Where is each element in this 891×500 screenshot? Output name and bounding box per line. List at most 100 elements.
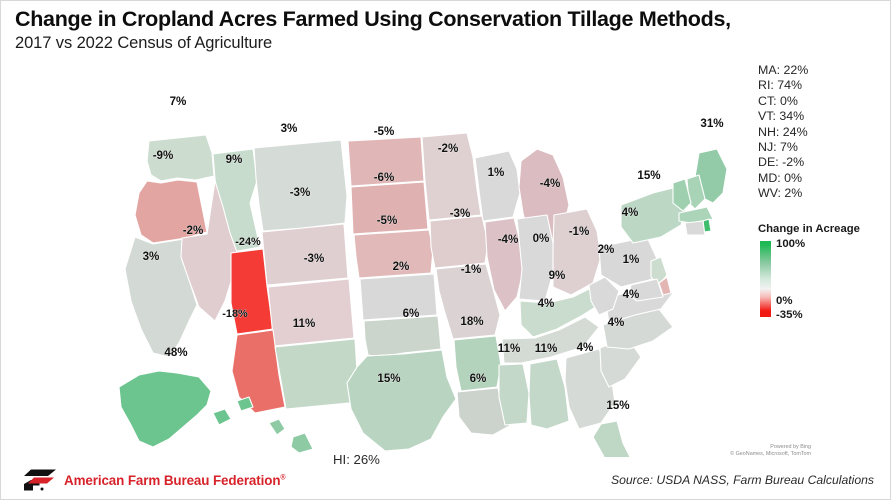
state-in[interactable] (516, 214, 554, 302)
state-label-id: 9% (226, 153, 243, 166)
state-label-ca: 3% (143, 250, 160, 263)
small-state-row: DE: -2% (758, 155, 805, 170)
state-ks[interactable] (359, 273, 438, 321)
legend: Change in Acreage 100% 0% -35% (758, 223, 888, 325)
state-label-fl: 15% (606, 399, 629, 412)
state-label-va: 1% (623, 253, 640, 266)
state-tx[interactable] (346, 349, 457, 452)
state-label-ar: 18% (460, 315, 483, 328)
state-tn[interactable] (501, 316, 600, 364)
state-label-la: 6% (470, 372, 487, 385)
state-az[interactable] (231, 329, 286, 414)
state-ar[interactable] (453, 335, 502, 392)
legend-gradient-bar (760, 241, 771, 317)
map-attribution: Powered by Bing © GeoNames, Microsoft, T… (691, 444, 811, 458)
state-label-pa: 4% (622, 206, 639, 219)
state-label-nc: 4% (623, 288, 640, 301)
afbf-logo-text: American Farm Bureau Federation® (64, 472, 286, 488)
state-label-co: -3% (304, 252, 325, 265)
state-label-me: 31% (700, 117, 723, 130)
state-ky[interactable] (519, 284, 606, 338)
state-label-il: -4% (498, 233, 519, 246)
attribution-line-1: Powered by Bing (770, 444, 811, 450)
state-label-az: -18% (222, 308, 248, 320)
small-state-row: CT: 0% (758, 93, 798, 108)
state-label-wa: 7% (170, 95, 187, 108)
small-state-row: WV: 2% (758, 186, 803, 201)
state-label-in: 0% (533, 232, 550, 245)
small-state-row: MD: 0% (758, 170, 803, 185)
state-label-mi: -4% (540, 177, 561, 190)
state-ct[interactable] (684, 220, 706, 236)
registered-mark: ® (280, 474, 286, 482)
state-wa[interactable] (146, 134, 215, 182)
state-label-ny: 15% (637, 169, 660, 182)
state-il[interactable] (484, 217, 524, 312)
state-label-oh: -1% (569, 225, 590, 238)
state-label-tn: 4% (538, 297, 555, 310)
state-label-al: 11% (535, 342, 558, 355)
farm-bureau-logo-icon (24, 469, 56, 491)
state-wi[interactable] (474, 150, 521, 222)
afbf-logo: American Farm Bureau Federation® (23, 469, 286, 491)
state-label-ks: 2% (393, 260, 410, 273)
small-state-row: NH: 24% (758, 124, 808, 139)
legend-tick-low: -35% (776, 309, 803, 321)
page-subtitle: 2017 vs 2022 Census of Agriculture (15, 34, 273, 53)
small-state-row: VT: 34% (758, 109, 805, 124)
state-ny[interactable] (620, 186, 688, 244)
legend-tick-mid: 0% (776, 295, 793, 307)
state-ak[interactable] (118, 370, 254, 448)
state-label-sc: 4% (608, 316, 625, 329)
state-label-mo: -1% (461, 263, 482, 276)
state-nm[interactable] (274, 338, 360, 410)
us-states-svg: 7% -9% 9% 3% -3% 3% -2% -24% -3% -18% 11% -5% -6% -5%… (118, 95, 728, 457)
state-de[interactable] (658, 276, 672, 296)
state-al[interactable] (528, 358, 570, 430)
attribution-line-2: © GeoNames, Microsoft, TomTom (730, 451, 811, 457)
legend-tick-high: 100% (776, 238, 806, 250)
state-ne[interactable] (353, 229, 434, 279)
state-fl[interactable] (592, 420, 639, 457)
state-nd[interactable] (347, 136, 425, 187)
state-label-ut: -24% (235, 236, 261, 248)
small-state-row: RI: 74% (758, 78, 803, 93)
small-state-row: NJ: 7% (758, 140, 798, 155)
state-ia[interactable] (429, 215, 489, 269)
state-label-ok: 6% (403, 307, 420, 320)
page-title: Change in Cropland Acres Farmed Using Co… (15, 7, 731, 31)
state-label-ky: 9% (549, 269, 566, 282)
state-label-nv: -2% (183, 224, 204, 237)
state-label-wy: -3% (290, 186, 311, 199)
state-hi[interactable] (268, 418, 314, 454)
header: Change in Cropland Acres Farmed Using Co… (15, 7, 775, 53)
legend-title: Change in Acreage (758, 223, 860, 235)
legend-body: 100% 0% -35% (758, 238, 888, 325)
state-mo[interactable] (435, 263, 501, 340)
state-label-or: -9% (153, 149, 174, 162)
state-label-mt: 3% (281, 122, 298, 135)
state-ms[interactable] (498, 363, 530, 426)
hawaii-caption: HI: 26% (333, 452, 380, 467)
state-md[interactable] (628, 278, 664, 302)
state-value-labels: 7% -9% 9% 3% -3% 3% -2% -24% -3% -18% 11% -5% -6% -5%… (142, 95, 723, 412)
state-or[interactable] (134, 179, 208, 244)
small-states-list: MA: 22% RI: 74% CT: 0% VT: 34% NH: 24% NJ: 7%… (758, 63, 888, 202)
state-label-sd: -6% (374, 171, 395, 184)
state-mn[interactable] (421, 132, 482, 221)
afbf-org-name: American Farm Bureau Federation (64, 472, 281, 488)
state-sd[interactable] (350, 181, 429, 235)
state-vt[interactable] (672, 178, 692, 212)
state-label-wv: 2% (598, 243, 615, 256)
state-label-ia: -3% (450, 207, 471, 220)
state-label-nd: -5% (374, 125, 395, 138)
state-label-mn: -2% (438, 142, 459, 155)
state-label-ne: -5% (377, 214, 398, 227)
state-label-ms: 11% (498, 342, 521, 355)
choropleth-map: 7% -9% 9% 3% -3% 3% -2% -24% -3% -18% 11% -5% -6% -5%… (1, 57, 761, 457)
small-state-row: MA: 22% (758, 63, 809, 77)
state-label-ak: 48% (164, 346, 187, 359)
states-layer (118, 132, 728, 457)
state-co[interactable] (267, 278, 355, 347)
